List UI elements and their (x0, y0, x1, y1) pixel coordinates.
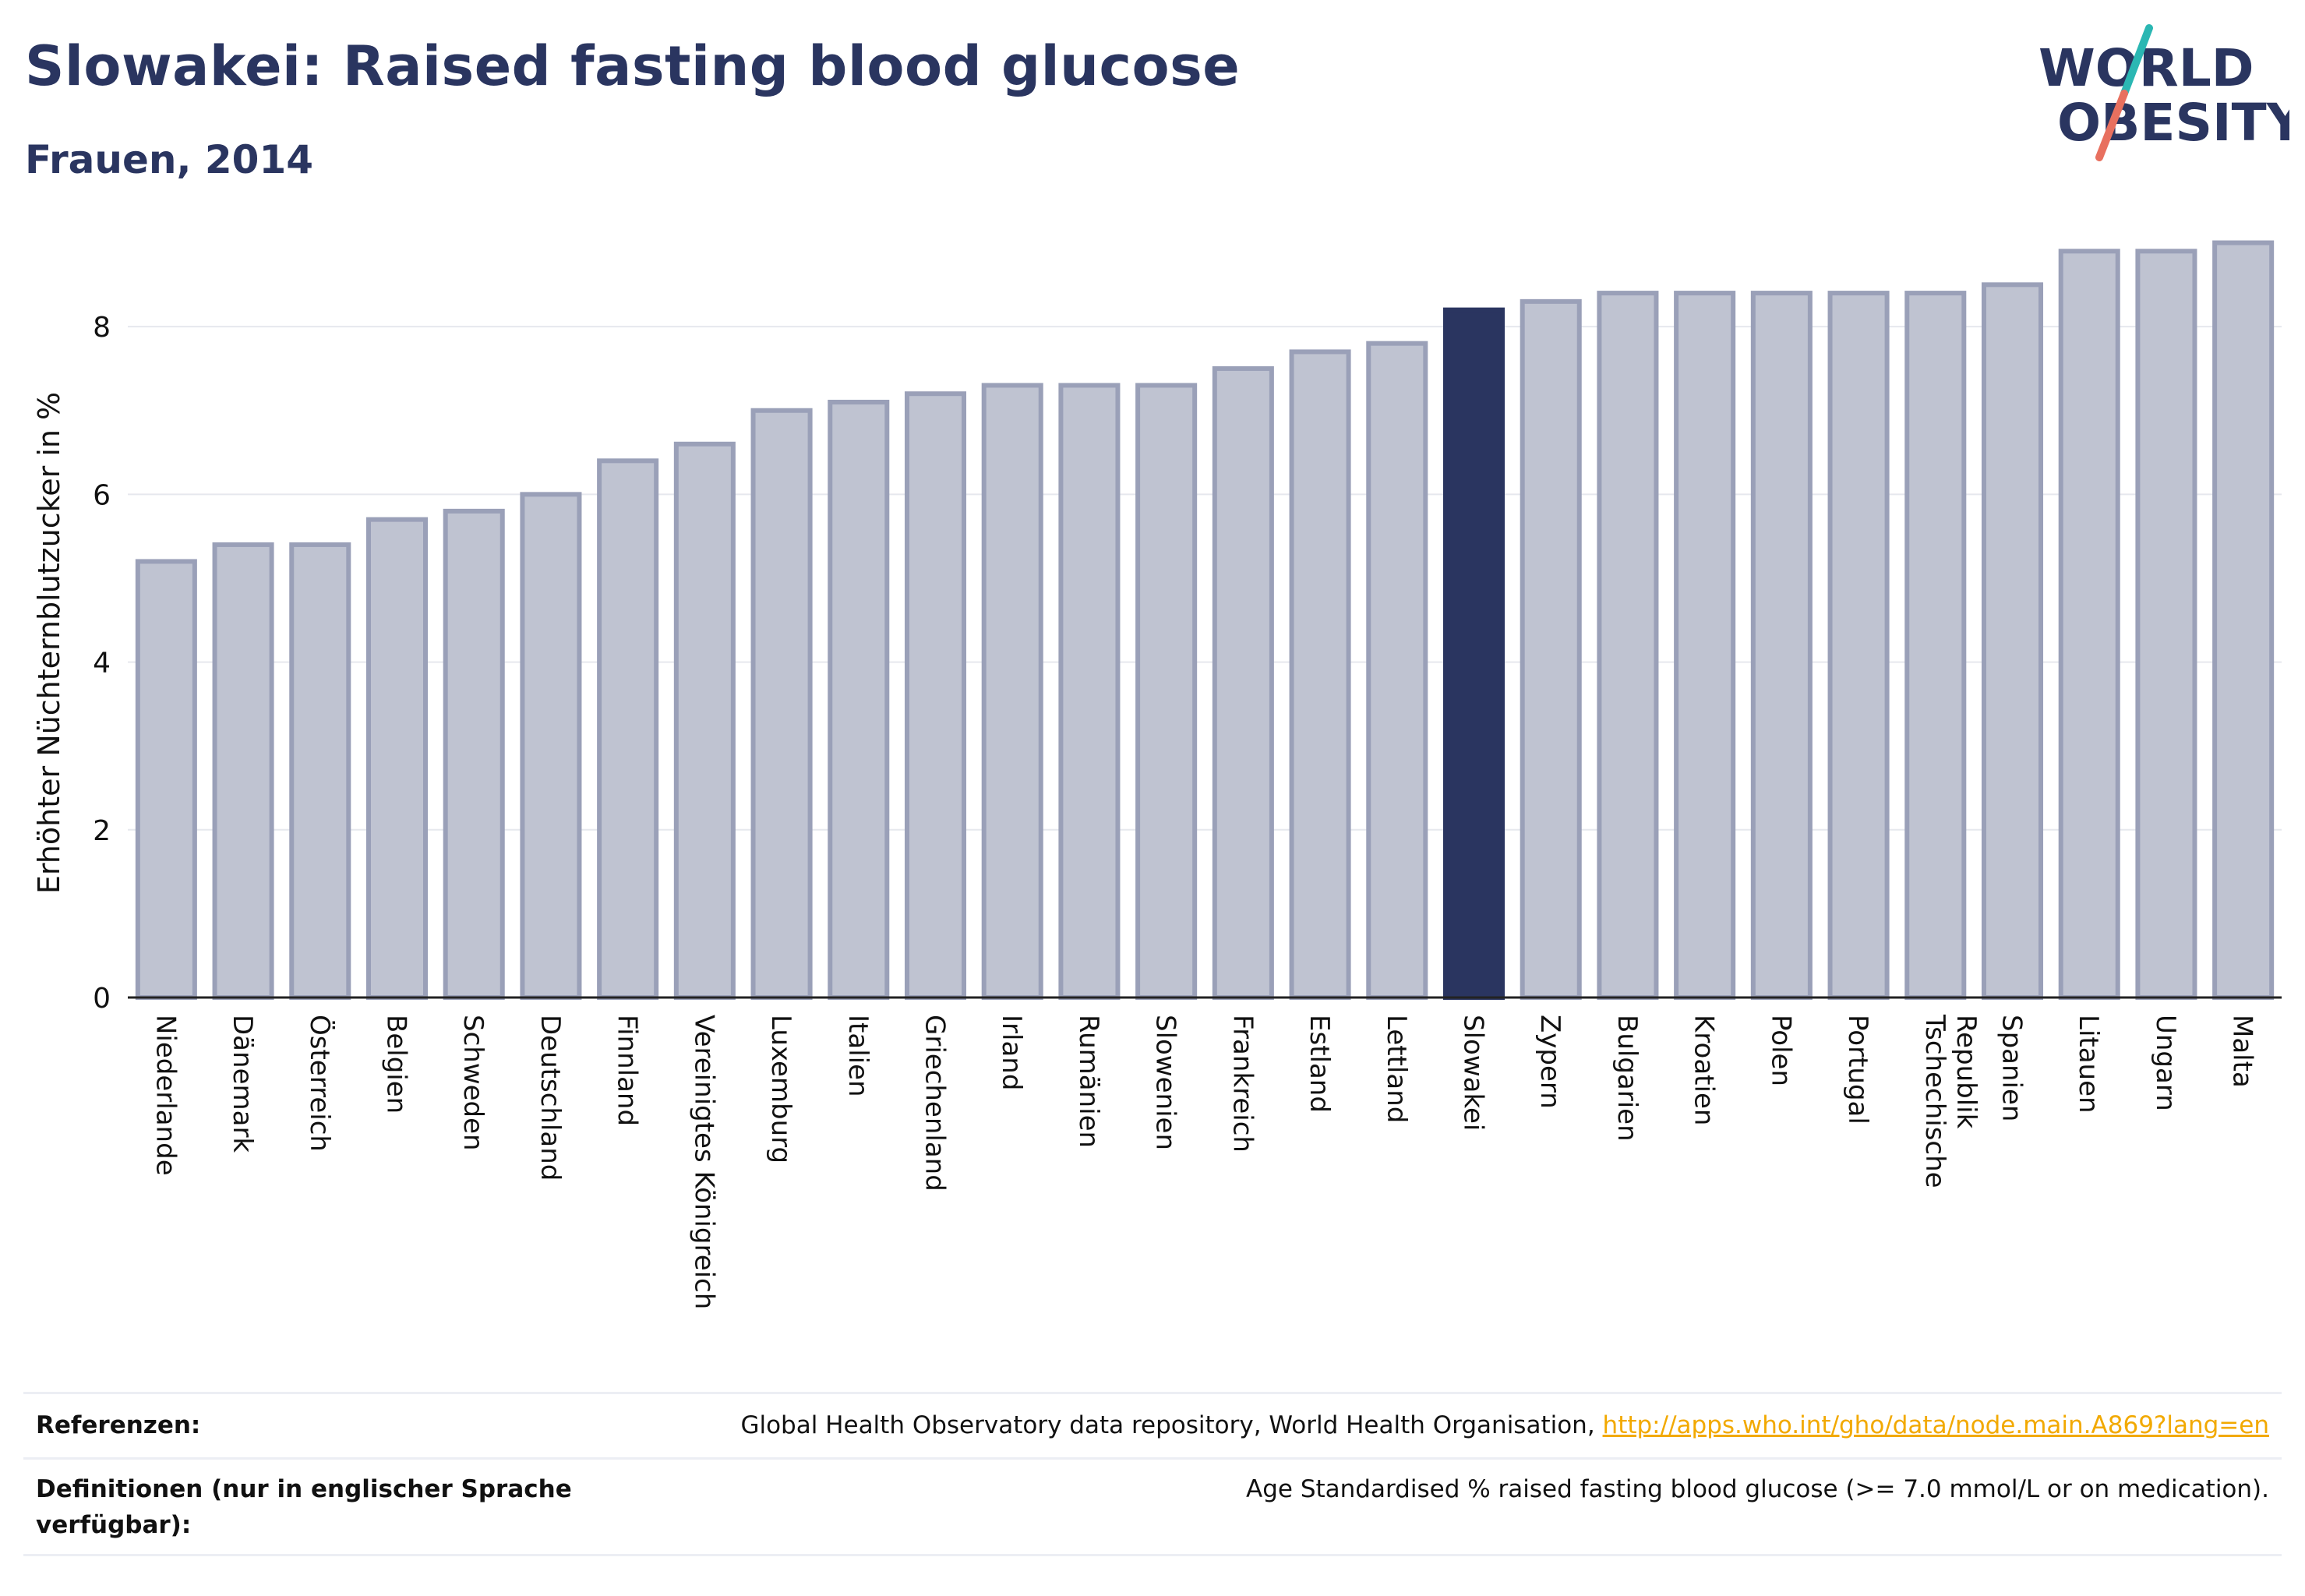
bar (1212, 365, 1274, 1001)
definitions-label: Definitionen (nur in englischer Sprache … (36, 1475, 572, 1539)
x-tick-label: Italien (842, 1015, 874, 1097)
bar (1904, 291, 1967, 1000)
chart-title: Slowakei: Raised fasting blood glucose (25, 34, 1241, 98)
world-obesity-logo: WORLD OBESITY (2038, 24, 2289, 161)
x-tick-label: Zypern (1534, 1015, 1565, 1109)
footer-divider-top (23, 1392, 2282, 1394)
y-tick-label: 2 (93, 815, 111, 847)
x-tick-label: Kroatien (1689, 1015, 1720, 1125)
bar (1135, 383, 1198, 1000)
bar (1289, 349, 1351, 1001)
bar (904, 391, 967, 1000)
x-tick-label: Luxemburg (765, 1015, 796, 1163)
y-axis-ticks: 0 2 4 6 8 (93, 312, 111, 1015)
x-tick-label: Slowakei (1458, 1015, 1489, 1131)
x-tick-label: Polen (1765, 1015, 1796, 1086)
bar (1597, 291, 1659, 1000)
footer-divider-bottom (23, 1554, 2282, 1556)
references-row: Referenzen: Global Health Observatory da… (23, 1403, 2282, 1449)
bar (2135, 249, 2197, 1001)
definitions-row: Definitionen (nur in englischer Sprache … (23, 1467, 2282, 1552)
bar (2212, 240, 2275, 1000)
x-tick-label: Slowenien (1150, 1015, 1181, 1150)
chart-subtitle: Frauen, 2014 (25, 137, 314, 182)
x-tick-label: Schweden (457, 1015, 489, 1151)
references-text: Global Health Observatory data repositor… (740, 1411, 1603, 1439)
y-tick-label: 6 (93, 479, 111, 511)
references-link[interactable]: http://apps.who.int/gho/data/node.main.A… (1602, 1411, 2269, 1439)
x-tick-label: Österreich (304, 1015, 336, 1152)
references-text-wrap: Global Health Observatory data repositor… (740, 1407, 2269, 1443)
y-tick-label: 8 (93, 312, 111, 344)
logo-slash-teal (2120, 24, 2153, 97)
bar (289, 542, 351, 1000)
bar (1058, 383, 1121, 1000)
bar (1674, 291, 1736, 1000)
bar (1442, 307, 1505, 1000)
x-tick-label: Niederlande (150, 1015, 181, 1176)
bar (212, 542, 274, 1000)
references-label: Referenzen: (36, 1411, 201, 1439)
bar (135, 559, 197, 1000)
x-tick-label: Vereinigtes Königreich (688, 1015, 719, 1309)
y-tick-label: 4 (93, 648, 111, 680)
definitions-text: Age Standardised % raised fasting blood … (1246, 1475, 2269, 1503)
x-tick-label: Spanien (1996, 1015, 2028, 1121)
bar (981, 383, 1043, 1000)
x-tick-label: TschechischeRepublik (1919, 1014, 1982, 1188)
x-tick-label: Belgien (381, 1015, 412, 1114)
footer: Referenzen: Global Health Observatory da… (23, 1392, 2282, 1563)
x-tick-label: Griechenland (920, 1015, 951, 1192)
x-tick-label: Lettland (1381, 1015, 1412, 1123)
bar (443, 508, 505, 1000)
logo-line2: OBESITY (2057, 93, 2289, 153)
x-tick-label: Bulgarien (1611, 1015, 1643, 1142)
bars (135, 240, 2275, 1001)
bar (1981, 282, 2044, 1000)
y-tick-label: 0 (93, 983, 111, 1015)
x-tick-label: Dänemark (227, 1015, 258, 1153)
bar (365, 517, 429, 1000)
x-tick-label: Rumänien (1073, 1015, 1104, 1148)
x-tick-label: Deutschland (535, 1015, 566, 1181)
logo-slash-coral (2095, 90, 2128, 161)
bar (1750, 291, 1813, 1000)
bar (828, 399, 890, 1000)
x-tick-label: Malta (2227, 1015, 2258, 1088)
bar (520, 492, 582, 1000)
y-axis-label: Erhöhter Nüchternblutzucker in % (32, 392, 66, 894)
bar (1366, 341, 1428, 1000)
x-tick-label: Ungarn (2150, 1015, 2181, 1111)
bar (673, 441, 736, 1000)
x-tick-label: Estland (1304, 1015, 1335, 1113)
logo-line1: WORLD (2038, 38, 2254, 98)
bar (2058, 249, 2120, 1001)
x-axis-ticks: Niederlande Dänemark Österreich Belgien Schw… (150, 1014, 2257, 1309)
footer-divider-middle (23, 1457, 2282, 1460)
bar-chart: 0 2 4 6 8 Niederlande Dänemark Österreich Belgi… (32, 240, 2282, 1309)
bar (1520, 298, 1582, 1000)
x-tick-label: Irland (996, 1015, 1027, 1090)
x-tick-label: Litauen (2073, 1015, 2104, 1114)
bar (750, 408, 813, 1000)
x-tick-label: Frankreich (1227, 1015, 1258, 1153)
x-tick-label: Portugal (1842, 1015, 1873, 1125)
x-tick-label: Finnland (612, 1015, 643, 1126)
bar (1827, 291, 1890, 1000)
bar (597, 458, 659, 1000)
